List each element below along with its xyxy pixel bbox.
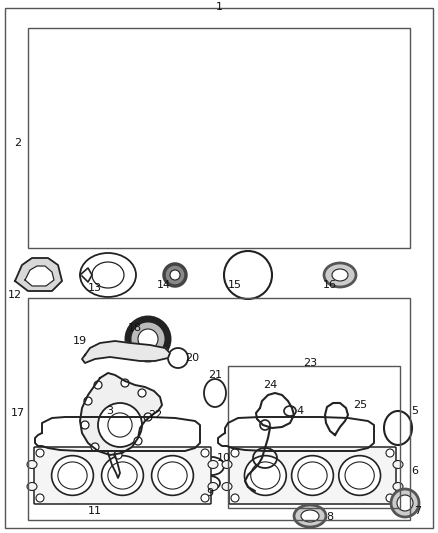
Ellipse shape [397,495,413,511]
Polygon shape [15,258,62,291]
Ellipse shape [138,389,146,397]
Ellipse shape [393,461,403,469]
Text: 6: 6 [411,466,418,476]
Text: 23: 23 [303,358,317,368]
Text: 21: 21 [208,370,222,380]
Ellipse shape [138,329,158,349]
Ellipse shape [231,449,239,457]
Polygon shape [80,373,162,455]
Text: 2: 2 [14,138,21,148]
Ellipse shape [27,461,37,469]
Ellipse shape [36,449,44,457]
Ellipse shape [158,462,187,489]
Ellipse shape [164,264,186,286]
Text: 4: 4 [297,406,304,416]
Text: 20: 20 [185,353,199,363]
Ellipse shape [81,421,89,429]
Text: 1: 1 [215,2,223,12]
Ellipse shape [152,456,194,495]
Ellipse shape [393,482,403,490]
Text: 24: 24 [263,380,277,390]
Ellipse shape [292,456,333,495]
Text: 8: 8 [326,512,334,522]
Polygon shape [82,341,170,363]
Ellipse shape [201,449,209,457]
Bar [28,298,410,520]
Ellipse shape [108,413,132,437]
Bar [28,28,410,248]
FancyBboxPatch shape [229,447,396,504]
Ellipse shape [391,489,419,517]
Ellipse shape [386,449,394,457]
Text: 14: 14 [157,280,171,290]
Ellipse shape [27,482,37,490]
Text: 12: 12 [8,290,22,300]
Ellipse shape [386,494,394,502]
Ellipse shape [102,456,143,495]
Ellipse shape [114,451,122,459]
Polygon shape [25,266,54,286]
Ellipse shape [94,381,102,389]
Ellipse shape [345,462,374,489]
Ellipse shape [231,494,239,502]
Ellipse shape [244,456,286,495]
Ellipse shape [92,262,124,288]
Text: 18: 18 [128,323,142,333]
Text: 17: 17 [11,408,25,418]
Ellipse shape [301,510,319,522]
Ellipse shape [144,413,152,421]
Ellipse shape [201,494,209,502]
Ellipse shape [208,482,218,490]
Text: 7: 7 [414,506,421,516]
Text: 5: 5 [411,406,418,416]
Bar [228,366,400,508]
Ellipse shape [36,494,44,502]
Text: 10: 10 [217,453,231,463]
Ellipse shape [98,403,142,447]
Text: 16: 16 [323,280,337,290]
Ellipse shape [91,443,99,451]
Text: 19: 19 [73,336,87,346]
Text: 22: 22 [148,410,162,420]
Ellipse shape [134,437,142,445]
Ellipse shape [332,269,348,281]
Ellipse shape [298,462,327,489]
FancyBboxPatch shape [34,447,211,504]
Ellipse shape [84,397,92,405]
Ellipse shape [58,462,87,489]
Text: 9: 9 [206,488,214,498]
Ellipse shape [222,461,232,469]
Text: 15: 15 [228,280,242,290]
Text: 13: 13 [88,283,102,293]
Ellipse shape [324,263,356,287]
Ellipse shape [108,462,137,489]
Text: 25: 25 [353,400,367,410]
Ellipse shape [294,505,326,527]
Ellipse shape [222,482,232,490]
Ellipse shape [121,379,129,387]
Ellipse shape [52,456,93,495]
Text: 11: 11 [88,506,102,516]
Ellipse shape [251,462,280,489]
Ellipse shape [128,319,168,359]
Ellipse shape [208,461,218,469]
Text: 3: 3 [106,406,113,416]
Ellipse shape [170,270,180,280]
Ellipse shape [339,456,381,495]
